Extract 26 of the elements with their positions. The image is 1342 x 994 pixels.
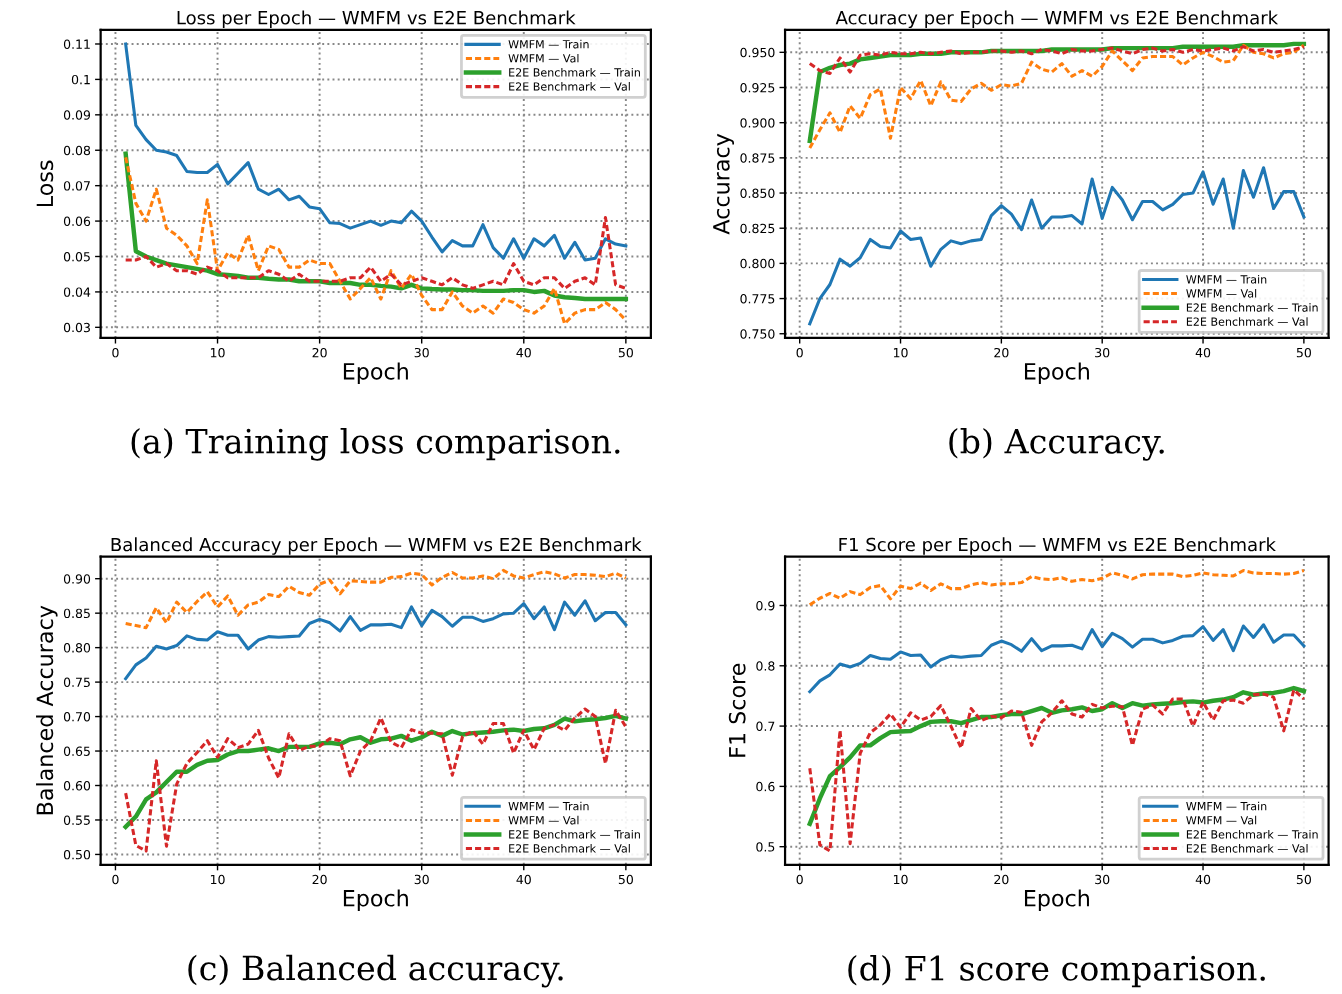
chart-title: F1 Score per Epoch — WMFM vs E2E Benchmark: [839, 537, 1276, 555]
text: (d) F1 score comparison.: [848, 955, 1265, 988]
y-axis-title: Accuracy: [713, 133, 735, 235]
line-series: [808, 45, 1306, 75]
line-series: [124, 599, 628, 681]
line-series: [124, 216, 628, 290]
text: (c) Balanced accuracy.: [188, 954, 563, 988]
y-axis-title: Balanced Accuracy: [36, 605, 58, 815]
line-series: [124, 568, 628, 630]
text: (a) Training loss comparison.: [131, 427, 620, 461]
line-series: [123, 713, 629, 830]
line-series: [124, 155, 628, 326]
x-axis-title: Epoch: [1024, 889, 1089, 911]
line-series: [808, 568, 1306, 607]
line-series: [808, 623, 1306, 694]
x-axis-title: Epoch: [343, 362, 408, 385]
x-axis-title: Epoch: [343, 889, 408, 911]
y-axis-title: F1 Score: [728, 663, 746, 757]
chart-title: Balanced Accuracy per Epoch — WMFM vs E2E Benchmark: [111, 537, 642, 555]
y-axis-title: Loss: [36, 160, 54, 207]
chart-title: Accuracy per Epoch — WMFM vs E2E Benchmark: [835, 10, 1279, 29]
text: (b) Accuracy.: [949, 427, 1164, 461]
line-series: [807, 685, 1307, 826]
x-axis-title: Epoch: [1024, 362, 1089, 385]
chart-title: Loss per Epoch — WMFM vs E2E Benchmark: [177, 10, 576, 29]
line-series: [123, 151, 629, 302]
